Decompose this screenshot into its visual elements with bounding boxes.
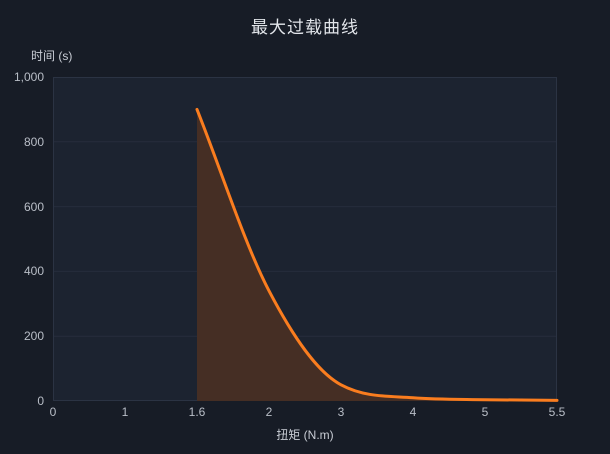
series-line — [195, 107, 559, 402]
x-tick-label: 4 — [409, 405, 417, 419]
x-tick-label: 1.6 — [188, 405, 206, 419]
y-tick-label: 400 — [23, 264, 44, 279]
chart-title: 最大过载曲线 — [251, 18, 359, 37]
x-axis-title: 扭矩 (N.m) — [276, 428, 334, 442]
x-tick-label: 0 — [49, 405, 57, 419]
y-tick-label: 0 — [37, 394, 44, 408]
x-tick-label: 5 — [481, 405, 489, 419]
y-tick-label: 1,000 — [13, 70, 44, 84]
y-axis-title: 时间 (s) — [31, 49, 73, 63]
y-tick-label: 200 — [23, 329, 44, 344]
y-tick-label: 600 — [23, 199, 44, 214]
series-area-fill — [197, 109, 557, 402]
x-tick-label: 1 — [121, 405, 129, 419]
plot-background — [53, 77, 557, 401]
x-tick-label: 2 — [265, 405, 273, 419]
x-tick-label: 5.5 — [548, 405, 566, 419]
y-tick-label: 800 — [23, 134, 44, 149]
x-tick-label: 3 — [337, 405, 345, 419]
